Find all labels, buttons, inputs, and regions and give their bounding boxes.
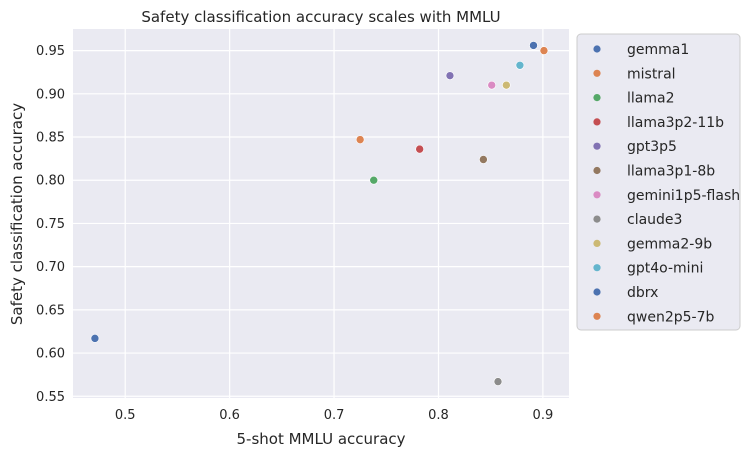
legend-marker-gemma1 — [593, 45, 601, 53]
y-axis-label: Safety classification accuracy — [8, 103, 26, 325]
data-points — [90, 41, 549, 386]
chart-title: Safety classification accuracy scales wi… — [141, 8, 500, 26]
legend-label: qwen2p5-7b — [627, 309, 714, 325]
legend-label: llama3p1-8b — [627, 164, 715, 180]
data-point-llama2 — [369, 175, 379, 185]
y-tick-label: 0.70 — [36, 260, 65, 275]
legend-marker-gpt3p5 — [593, 142, 601, 150]
data-point-mistral — [355, 135, 365, 144]
data-point-dbrx — [529, 41, 538, 50]
legend-marker-llama3p1-8b — [593, 166, 601, 175]
legend-marker-gemini1p5-flash — [593, 191, 601, 199]
x-tick-label: 0.9 — [533, 408, 554, 423]
y-tick-label: 0.95 — [36, 44, 65, 59]
legend-label: gpt3p5 — [627, 139, 677, 155]
legend-label: llama3p2-11b — [627, 115, 724, 131]
x-tick-label: 0.7 — [324, 408, 345, 423]
x-tick-label: 0.6 — [219, 408, 240, 423]
legend-marker-gemma2-9b — [593, 239, 601, 247]
legend-marker-claude3 — [593, 215, 601, 223]
data-point-gpt3p5 — [445, 71, 455, 80]
y-tick-label: 0.65 — [36, 303, 65, 318]
data-point-llama3p1-8b — [479, 155, 488, 164]
y-tick-label: 0.85 — [36, 131, 65, 146]
data-point-qwen2p5-7b — [539, 46, 549, 55]
legend-marker-llama3p2-11b — [593, 118, 601, 126]
data-point-gemma1 — [90, 334, 100, 343]
y-tick-label: 0.55 — [36, 390, 65, 405]
data-point-llama3p2-11b — [415, 144, 424, 154]
legend: gemma1 mistral llama2 llama3p2-11b gpt3p5 lla… — [576, 33, 741, 331]
x-tick-labels: 0.5 0.6 0.7 0.8 0.9 — [115, 408, 553, 423]
legend-marker-llama2 — [593, 94, 601, 102]
grid-lines — [73, 29, 569, 398]
legend-label: claude3 — [627, 212, 682, 228]
legend-marker-mistral — [593, 69, 601, 77]
legend-label: gpt4o-mini — [627, 261, 703, 277]
data-point-gemini1p5-flash — [487, 80, 497, 90]
y-tick-label: 0.90 — [36, 87, 65, 102]
legend-label: mistral — [627, 66, 676, 82]
y-tick-labels: 0.55 0.60 0.65 0.70 0.75 0.80 0.85 0.90 0.95 — [36, 44, 65, 405]
legend-frame — [576, 33, 741, 331]
x-axis-label: 5-shot MMLU accuracy — [236, 430, 405, 448]
x-tick-label: 0.5 — [115, 408, 136, 423]
legend-marker-qwen2p5-7b — [593, 312, 601, 320]
legend-label: gemma1 — [627, 42, 689, 58]
y-tick-label: 0.75 — [36, 217, 65, 232]
data-point-claude3 — [493, 377, 503, 386]
data-point-gpt4o-mini — [515, 60, 525, 70]
legend-label: gemini1p5-flash — [627, 188, 740, 204]
y-tick-label: 0.60 — [36, 347, 65, 362]
y-tick-label: 0.80 — [36, 174, 65, 189]
legend-label: dbrx — [627, 285, 658, 301]
plot-area — [73, 29, 569, 398]
x-tick-label: 0.8 — [428, 408, 449, 423]
data-point-gemma2-9b — [502, 80, 511, 90]
legend-label: gemma2-9b — [627, 236, 712, 252]
legend-marker-dbrx — [593, 288, 601, 296]
legend-label: llama2 — [627, 91, 674, 107]
legend-marker-gpt4o-mini — [593, 264, 601, 272]
